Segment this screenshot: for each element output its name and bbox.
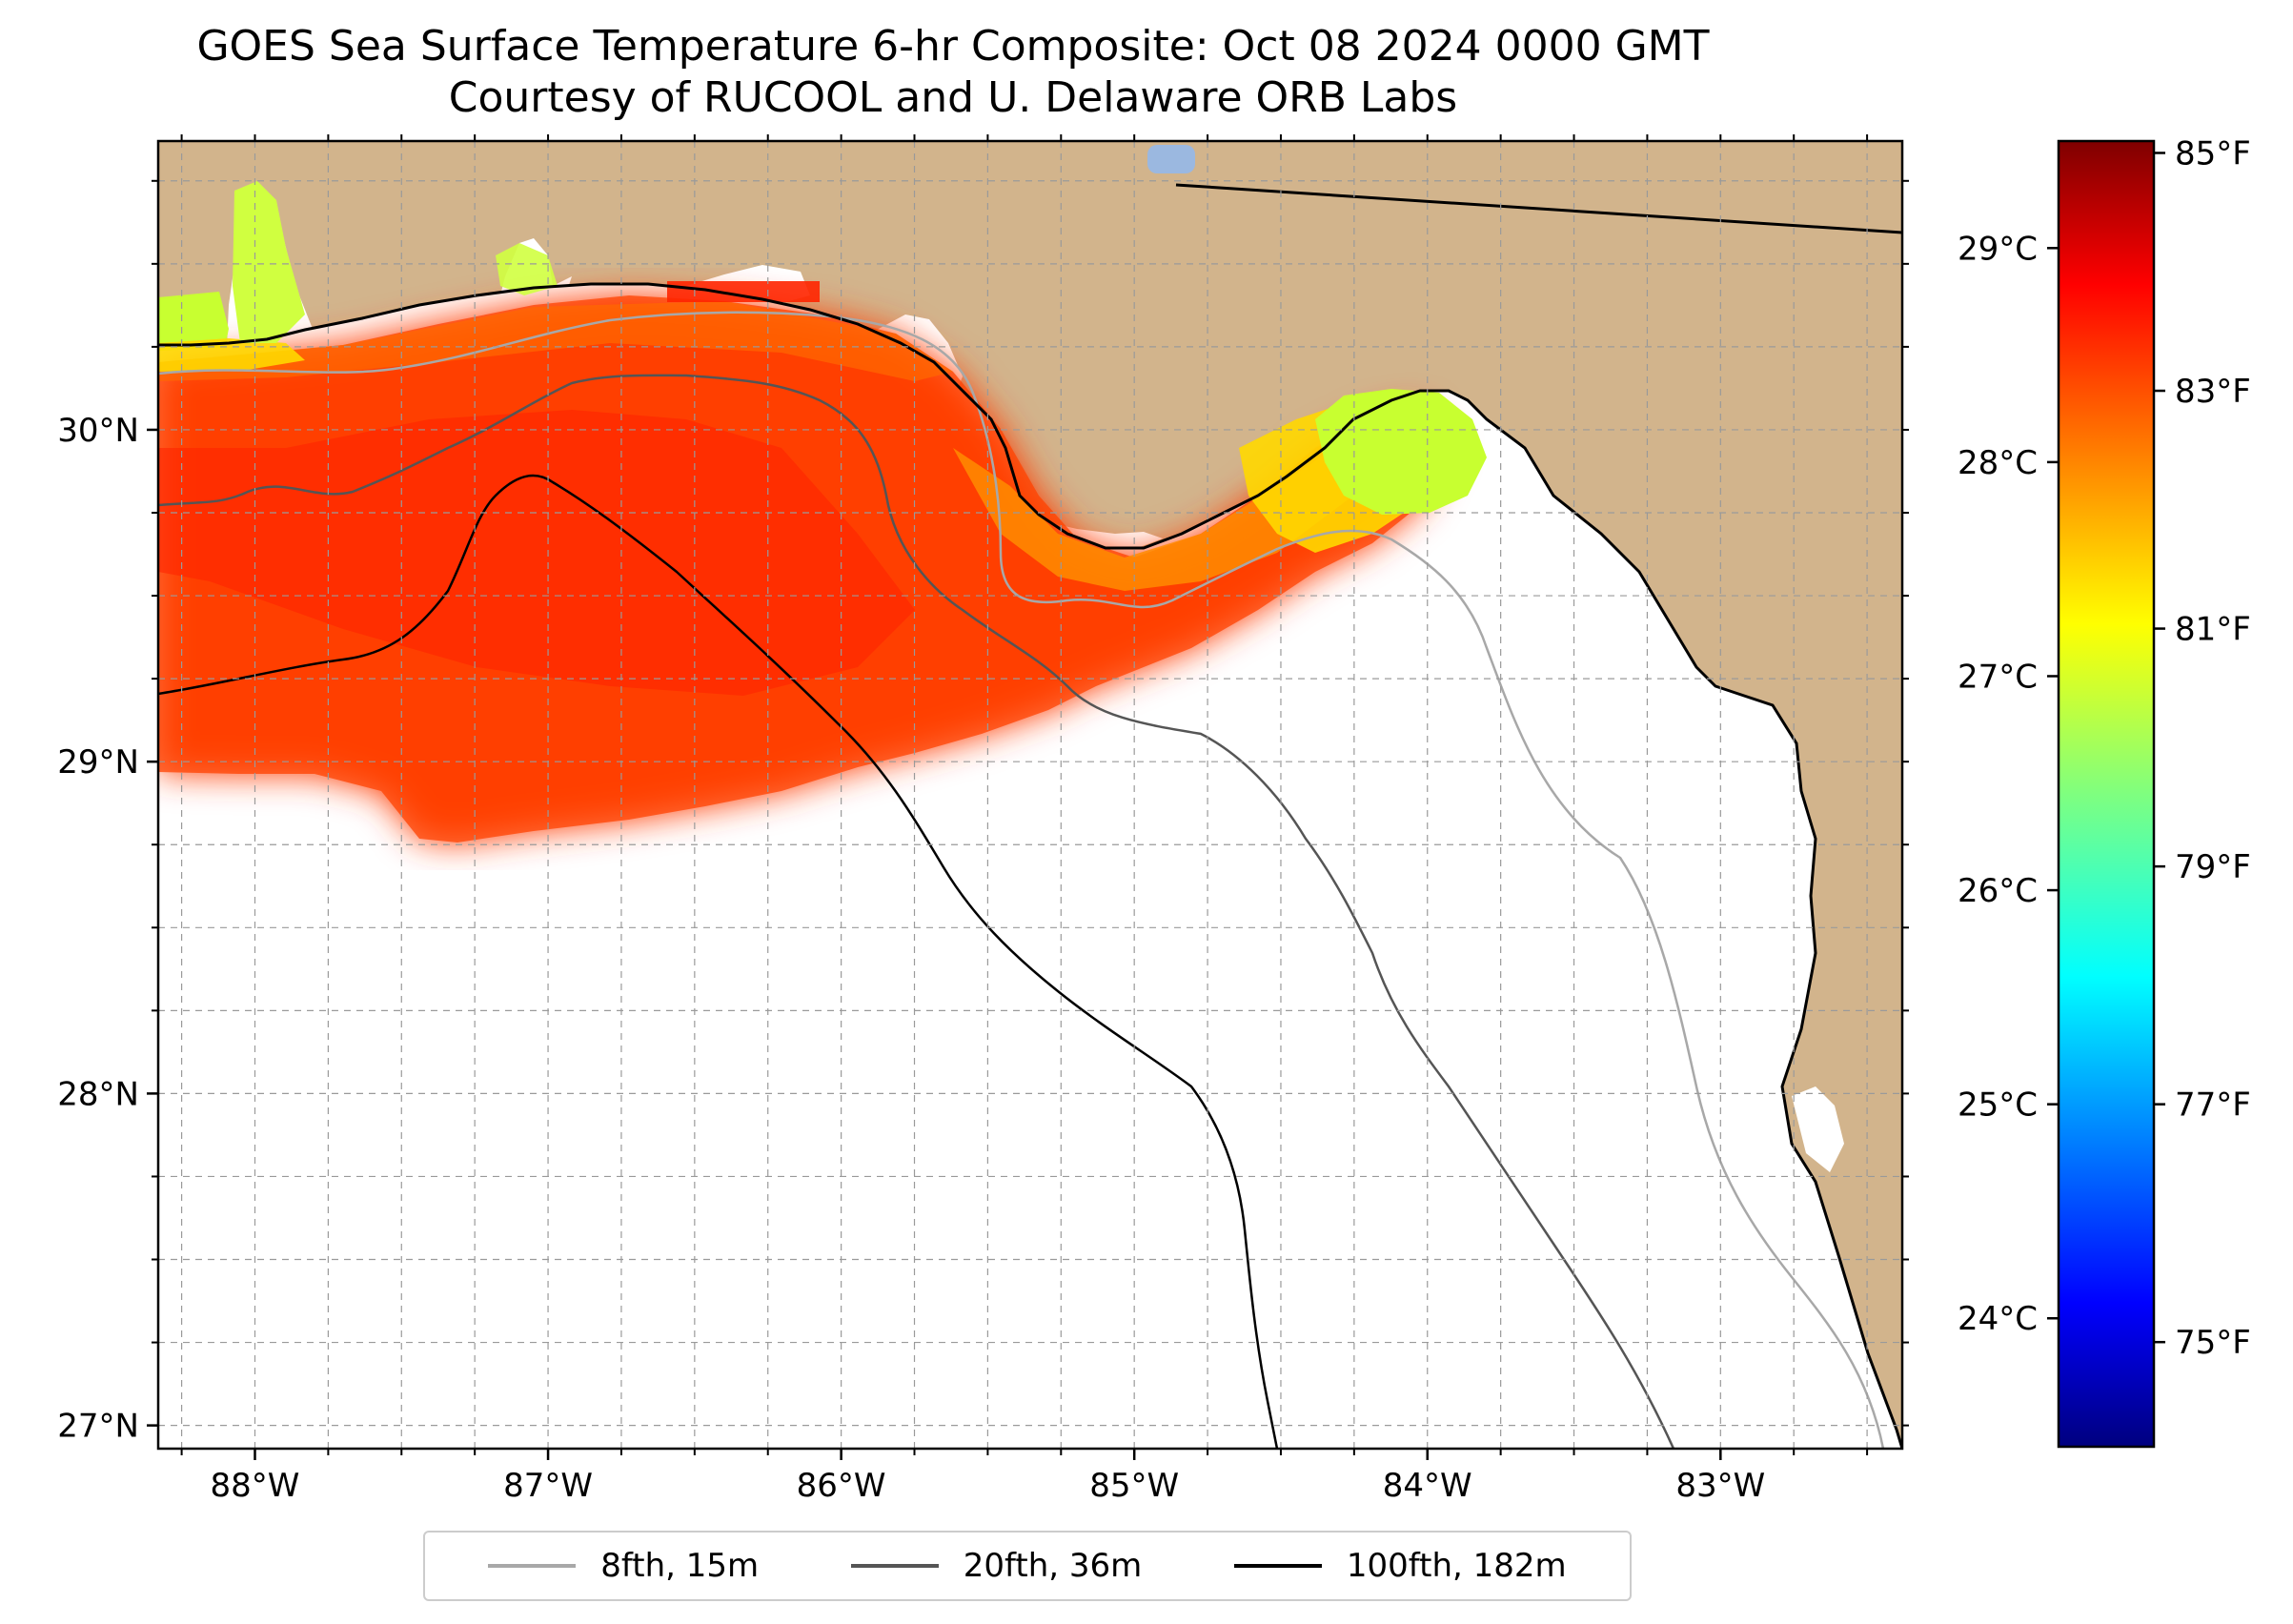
celsius-tick-label: 24°C	[1958, 1300, 2038, 1338]
contour-36m	[158, 374, 1675, 1449]
map-plot-area	[156, 139, 1904, 1451]
state-border	[1175, 183, 1902, 234]
legend-label-36m: 20fth, 36m	[963, 1547, 1143, 1585]
bay-tampa	[1792, 1086, 1844, 1172]
lon-tick-label: 85°W	[1089, 1467, 1179, 1505]
celsius-tick-label: 28°C	[1958, 444, 2038, 482]
colorbar-fahrenheit-axis: 75°F 77°F 79°F 81°F 83°F 85°F	[2154, 134, 2251, 1362]
celsius-tick-label: 26°C	[1958, 872, 2038, 910]
legend-label-15m: 8fth, 15m	[600, 1547, 760, 1585]
legend-label-182m: 100fth, 182m	[1346, 1547, 1567, 1585]
contour-182m	[158, 474, 1279, 1449]
legend-swatch-15m	[488, 1564, 577, 1568]
legend-swatch-36m	[850, 1564, 939, 1568]
legend-item-15m: 8fth, 15m	[488, 1547, 759, 1585]
lon-axis: 88°W 87°W 86°W 85°W 84°W 83°W	[180, 134, 1869, 1505]
coastline	[158, 282, 1902, 1449]
contour-15m	[158, 311, 1885, 1449]
lon-tick-label: 84°W	[1383, 1467, 1472, 1505]
legend-item-36m: 20fth, 36m	[850, 1547, 1143, 1585]
land-mass-north	[158, 141, 1902, 1449]
lon-tick-label: 87°W	[503, 1467, 593, 1505]
gridlines	[158, 141, 1902, 1449]
colorbar-celsius-axis: 24°C 25°C 26°C 27°C 28°C 29°C	[1958, 230, 2059, 1338]
lat-tick-label: 28°N	[57, 1075, 139, 1113]
map-title: GOES Sea Surface Temperature 6-hr Compos…	[0, 21, 1906, 124]
fahrenheit-tick-label: 77°F	[2175, 1086, 2251, 1125]
lat-tick-label: 29°N	[57, 743, 139, 782]
lon-tick-label: 86°W	[797, 1467, 886, 1505]
lat-axis: 27°N 28°N 29°N 30°N	[57, 179, 1909, 1446]
title-line-2: Courtesy of RUCOOL and U. Delaware ORB L…	[448, 73, 1458, 122]
fahrenheit-tick-label: 75°F	[2175, 1324, 2251, 1362]
fahrenheit-tick-label: 79°F	[2175, 848, 2251, 886]
colorbar-gradient	[2057, 139, 2156, 1449]
lat-tick-label: 30°N	[57, 412, 139, 450]
celsius-tick-label: 25°C	[1958, 1086, 2038, 1125]
lake	[1147, 145, 1195, 173]
celsius-tick-label: 27°C	[1958, 658, 2038, 696]
title-line-1: GOES Sea Surface Temperature 6-hr Compos…	[196, 22, 1710, 71]
colorbar: 24°C 25°C 26°C 27°C 28°C 29°C 75°F 77°F 79°F 81°…	[1958, 134, 2251, 1449]
celsius-tick-label: 29°C	[1958, 230, 2038, 268]
map-frame	[156, 139, 1904, 1451]
fahrenheit-tick-label: 83°F	[2175, 373, 2251, 411]
fahrenheit-tick-label: 85°F	[2175, 134, 2251, 173]
fahrenheit-tick-label: 81°F	[2175, 611, 2251, 649]
legend-item-182m: 100fth, 182m	[1233, 1547, 1567, 1585]
lat-tick-label: 27°N	[57, 1408, 139, 1446]
lon-tick-label: 83°W	[1675, 1467, 1765, 1505]
lon-tick-label: 88°W	[211, 1467, 300, 1505]
contour-legend: 8fth, 15m 20fth, 36m 100fth, 182m	[423, 1531, 1632, 1601]
legend-swatch-182m	[1233, 1564, 1322, 1568]
